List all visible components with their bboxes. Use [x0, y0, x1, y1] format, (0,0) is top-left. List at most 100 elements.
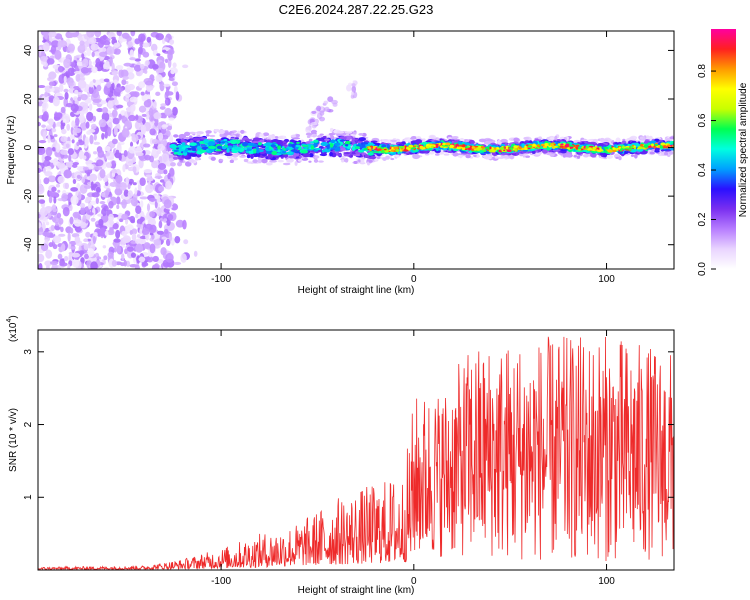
noise-blob: [135, 213, 139, 219]
x-tick-label: 0: [411, 576, 417, 587]
noise-blob: [58, 83, 64, 92]
noise-blob: [83, 184, 92, 189]
noise-blob: [182, 64, 189, 69]
noise-blob: [127, 190, 133, 199]
noise-blob: [48, 31, 57, 38]
signal-core-blob: [445, 142, 451, 146]
noise-blob: [137, 183, 142, 192]
signal-blob: [257, 158, 263, 164]
noise-blob: [158, 156, 163, 162]
spectrogram-panel: -100 0 100 -40 -20 0 20 40 Height of straight l…: [6, 30, 675, 296]
signal-blob: [282, 162, 291, 166]
noise-blob: [38, 253, 45, 263]
noise-blob: [51, 186, 57, 192]
signal-core-blob: [575, 146, 579, 150]
noise-blob: [38, 184, 45, 195]
signal-core-blob: [408, 144, 414, 148]
noise-blob: [81, 53, 85, 59]
noise-blob: [84, 253, 89, 260]
noise-blob: [92, 115, 97, 122]
noise-blob: [114, 86, 124, 93]
noise-blob: [42, 166, 47, 174]
signal-blob: [277, 145, 281, 150]
noise-blob: [119, 182, 127, 191]
signal-blob: [617, 141, 622, 145]
noise-blob: [115, 229, 121, 239]
noise-blob: [94, 31, 102, 38]
x-tick-label: 100: [598, 576, 615, 587]
signal-blob: [250, 161, 254, 165]
signal-blob: [234, 137, 239, 140]
noise-blob: [90, 43, 99, 51]
noise-blob: [52, 243, 58, 250]
noise-blob: [149, 128, 156, 136]
signal-core-blob: [650, 143, 655, 147]
signal-core-blob: [624, 147, 630, 150]
noise-blob: [93, 141, 101, 145]
signal-core-blob: [565, 143, 570, 147]
signal-core-blob: [412, 145, 416, 148]
noise-blob: [109, 220, 115, 226]
signal-core-blob: [480, 145, 485, 149]
signal-blob: [669, 147, 674, 151]
noise-blob: [86, 130, 92, 135]
noise-blob: [47, 175, 57, 183]
signal-blob: [603, 156, 607, 160]
noise-blob: [44, 260, 53, 267]
noise-blob: [160, 103, 167, 107]
snr-x-axis-title: Height of straight line (km): [298, 585, 415, 596]
snr-ticks: -100 0 100 1 2 3: [23, 330, 674, 587]
noise-blob: [48, 81, 55, 87]
noise-blob: [68, 31, 74, 39]
noise-blob: [55, 143, 61, 153]
noise-blob: [115, 174, 123, 184]
signal-core-blob: [461, 146, 466, 151]
noise-blob: [168, 157, 175, 162]
noise-blob: [99, 201, 106, 205]
signal-core-blob: [465, 145, 468, 149]
signal-blob: [351, 146, 356, 152]
noise-blob: [99, 169, 106, 179]
noise-blob: [67, 263, 71, 269]
streak-blob: [305, 126, 310, 131]
signal-core-blob: [601, 149, 604, 152]
signal-blob: [318, 160, 324, 163]
noise-blob: [82, 155, 87, 160]
noise-blob: [64, 182, 70, 190]
signal-blob: [177, 144, 186, 148]
noise-blob: [131, 228, 138, 235]
colorbar-tick-label: 0.0: [697, 262, 708, 276]
noise-blob: [92, 98, 102, 104]
signal-blob: [618, 156, 622, 161]
signal-blob: [546, 147, 551, 151]
noise-blob: [90, 123, 97, 130]
noise-blob: [104, 230, 109, 236]
noise-blob: [67, 67, 76, 77]
noise-blob: [104, 181, 109, 187]
noise-blob: [146, 176, 154, 182]
noise-blob: [53, 134, 58, 138]
noise-blob: [162, 139, 167, 147]
noise-blob: [132, 182, 137, 186]
noise-blob: [102, 245, 107, 249]
signal-blob: [270, 144, 277, 148]
x-tick-label: 0: [411, 274, 417, 285]
signal-blob: [429, 151, 435, 155]
signal-blob: [615, 154, 621, 158]
noise-blob: [88, 36, 97, 45]
noise-blob: [138, 33, 146, 43]
signal-core-blob: [622, 145, 625, 149]
signal-blob: [264, 142, 273, 147]
signal-blob: [344, 131, 353, 134]
noise-blob: [88, 85, 94, 95]
signal-core-blob: [503, 149, 506, 152]
noise-blob: [136, 223, 142, 228]
noise-blob: [167, 51, 173, 61]
noise-blob: [73, 55, 77, 61]
noise-blob: [67, 43, 76, 52]
noise-blob: [89, 200, 97, 206]
noise-blob: [97, 213, 103, 217]
noise-blob: [126, 246, 134, 252]
signal-core-blob: [380, 147, 385, 149]
noise-blob: [70, 246, 76, 250]
